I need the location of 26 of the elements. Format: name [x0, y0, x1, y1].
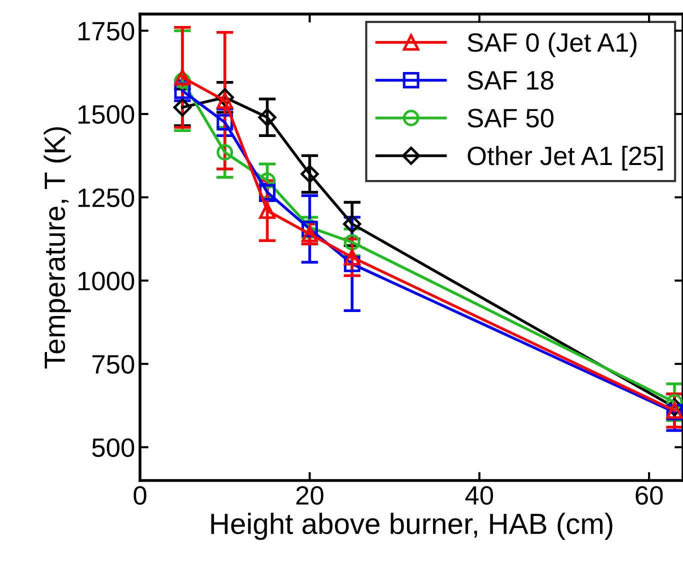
- y-tick-label: 500: [92, 438, 134, 458]
- point: [300, 164, 319, 184]
- legend-label: SAF 0 (Jet A1): [468, 32, 636, 58]
- point: [216, 92, 234, 109]
- point: [259, 202, 276, 219]
- legend-label: SAF 50: [468, 108, 554, 128]
- point: [343, 214, 362, 234]
- y-tick-label: 750: [92, 355, 134, 374]
- legend-label: Other Jet A1 [25]: [468, 146, 663, 171]
- point: [216, 144, 234, 161]
- x-tick-label: 40: [465, 486, 494, 505]
- y-tick-label: 1250: [78, 188, 134, 208]
- point: [344, 249, 360, 266]
- point: [344, 234, 360, 250]
- legend-label: SAF 18: [468, 71, 554, 90]
- y-axis-title: Temperature, T (K): [44, 127, 71, 368]
- y-tick-label: 1000: [78, 272, 134, 290]
- point: [173, 98, 192, 116]
- x-tick-label: 60: [636, 486, 663, 505]
- y-tick-label: 1750: [78, 22, 134, 41]
- point: [174, 69, 191, 86]
- x-axis-title: Height above burner, HAB (cm): [211, 512, 612, 540]
- y-tick-label: 1500: [78, 105, 134, 124]
- x-tick-label: 0: [134, 486, 146, 505]
- x-tick-label: 20: [296, 486, 324, 505]
- point: [258, 108, 276, 126]
